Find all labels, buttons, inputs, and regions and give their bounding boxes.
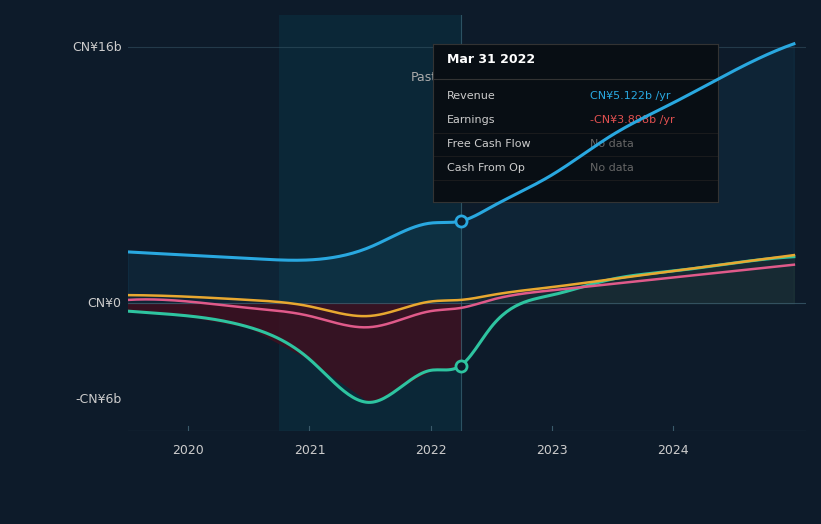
Text: CN¥16b: CN¥16b <box>72 40 122 53</box>
Text: 2020: 2020 <box>172 444 204 457</box>
Text: CN¥0: CN¥0 <box>88 297 122 310</box>
Text: Past: Past <box>410 71 437 84</box>
Text: 2021: 2021 <box>294 444 325 457</box>
Bar <box>279 15 461 431</box>
Text: 2022: 2022 <box>415 444 447 457</box>
Text: 2024: 2024 <box>657 444 689 457</box>
Text: 2023: 2023 <box>536 444 567 457</box>
Text: Analysts Forecasts: Analysts Forecasts <box>467 71 583 84</box>
Text: -CN¥6b: -CN¥6b <box>76 392 122 406</box>
